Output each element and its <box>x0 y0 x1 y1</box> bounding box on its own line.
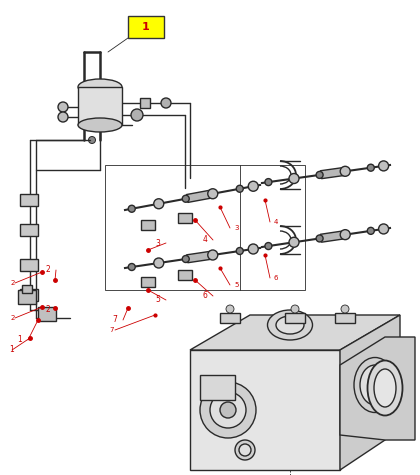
Bar <box>178 213 192 223</box>
Circle shape <box>200 382 256 438</box>
Circle shape <box>58 102 68 112</box>
Circle shape <box>378 161 388 171</box>
Polygon shape <box>186 190 212 202</box>
Ellipse shape <box>374 369 396 407</box>
Text: 1: 1 <box>18 335 22 344</box>
Circle shape <box>208 250 218 260</box>
Bar <box>20 194 38 206</box>
Circle shape <box>236 247 243 255</box>
Polygon shape <box>320 231 344 242</box>
Circle shape <box>378 224 388 234</box>
Ellipse shape <box>360 365 390 405</box>
Bar <box>190 350 340 470</box>
Bar <box>141 277 155 287</box>
Polygon shape <box>340 315 400 470</box>
Bar <box>140 98 150 108</box>
Bar <box>105 165 305 290</box>
Circle shape <box>220 402 236 418</box>
Circle shape <box>161 98 171 108</box>
Ellipse shape <box>78 79 122 95</box>
Text: 7: 7 <box>110 327 114 333</box>
Circle shape <box>340 166 350 176</box>
Circle shape <box>289 237 299 247</box>
Circle shape <box>58 112 68 122</box>
Circle shape <box>316 235 323 242</box>
Text: 2: 2 <box>11 280 16 286</box>
Bar <box>200 375 235 400</box>
Circle shape <box>210 392 246 428</box>
Bar <box>285 313 305 323</box>
Bar <box>141 220 155 230</box>
Circle shape <box>182 195 189 202</box>
Circle shape <box>265 179 272 186</box>
Text: 2: 2 <box>46 305 50 314</box>
Ellipse shape <box>354 358 396 412</box>
Bar <box>128 16 164 38</box>
Circle shape <box>239 444 251 456</box>
Bar <box>178 270 192 280</box>
Polygon shape <box>340 337 415 440</box>
Circle shape <box>291 305 299 313</box>
Circle shape <box>154 258 164 268</box>
Text: 1: 1 <box>142 22 150 32</box>
Ellipse shape <box>268 310 312 340</box>
Bar <box>335 313 355 323</box>
Circle shape <box>154 199 164 209</box>
Circle shape <box>368 228 374 234</box>
Bar <box>78 87 122 125</box>
Text: 7: 7 <box>113 315 118 324</box>
Circle shape <box>248 244 258 254</box>
Circle shape <box>128 205 135 212</box>
Text: 4: 4 <box>274 219 278 225</box>
Text: 6: 6 <box>202 292 207 301</box>
Text: 6: 6 <box>274 275 278 281</box>
Circle shape <box>208 189 218 199</box>
Polygon shape <box>186 251 212 263</box>
Bar <box>18 290 36 304</box>
Text: 2: 2 <box>46 266 50 275</box>
Circle shape <box>341 305 349 313</box>
Text: 2: 2 <box>11 315 16 321</box>
Text: 4: 4 <box>202 236 207 245</box>
Text: 5: 5 <box>234 282 239 288</box>
Text: 3: 3 <box>234 225 239 231</box>
Ellipse shape <box>276 316 304 334</box>
Bar <box>22 285 32 293</box>
Circle shape <box>265 243 272 249</box>
Circle shape <box>316 171 323 179</box>
Circle shape <box>248 181 258 191</box>
Bar <box>20 289 38 301</box>
Circle shape <box>340 229 350 240</box>
Circle shape <box>226 305 234 313</box>
Circle shape <box>131 109 143 121</box>
Bar <box>20 259 38 271</box>
Text: 1: 1 <box>9 345 14 354</box>
Circle shape <box>235 440 255 460</box>
Circle shape <box>182 256 189 263</box>
Circle shape <box>128 264 135 270</box>
Polygon shape <box>190 315 400 350</box>
Ellipse shape <box>368 361 402 416</box>
Text: 3: 3 <box>155 238 160 247</box>
Text: 5: 5 <box>155 295 160 304</box>
Bar <box>220 313 240 323</box>
Ellipse shape <box>78 118 122 132</box>
Circle shape <box>289 173 299 183</box>
Polygon shape <box>320 168 344 179</box>
Bar <box>38 307 56 321</box>
Bar <box>20 224 38 236</box>
Circle shape <box>368 164 374 171</box>
Circle shape <box>89 136 95 143</box>
Circle shape <box>236 185 243 192</box>
